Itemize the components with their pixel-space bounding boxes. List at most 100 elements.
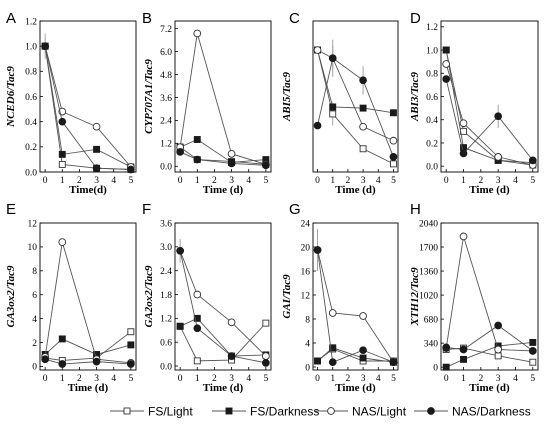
series-line <box>44 46 131 170</box>
x-tick-label: 2 <box>212 176 217 186</box>
legend-label: NAS/Darkness <box>452 405 531 419</box>
plot-frame <box>440 222 539 371</box>
data-point <box>193 155 202 164</box>
data-point <box>193 290 202 299</box>
data-point <box>127 328 135 336</box>
series-nas-darkness <box>313 39 398 161</box>
x-tick-label: 0 <box>315 374 320 384</box>
x-tick-label: 5 <box>391 176 396 186</box>
series-line <box>317 49 394 114</box>
data-point <box>359 76 367 85</box>
y-tick-label: 20 <box>301 243 311 253</box>
y-tick-label: 1.2 <box>426 23 438 33</box>
data-point <box>529 358 537 366</box>
legend-label: NAS/Light <box>352 405 407 419</box>
data-point <box>459 149 468 158</box>
data-point <box>359 346 367 355</box>
x-tick-label: 2 <box>77 176 82 186</box>
data-point <box>193 314 201 322</box>
plot-frame <box>312 222 399 371</box>
data-point <box>58 360 67 368</box>
x-axis-label: Time(d) <box>69 184 107 196</box>
panel-f: F 0.0 0.6 1.2 1.8 2.4 3.0 3.6 0 1 2 3 4 5 Time (d) GA2o… <box>142 201 272 394</box>
y-axis-label: GAI/Tac9 <box>281 274 293 319</box>
x-tick-label: 0 <box>43 176 48 186</box>
data-point <box>389 358 398 367</box>
data-point <box>494 321 503 330</box>
y-tick-label: 0.0 <box>160 362 172 372</box>
y-axis-label: ABI5/Tac9 <box>281 71 293 122</box>
y-tick-label: 1360 <box>419 267 438 277</box>
series-nas-light <box>313 46 398 145</box>
series-line <box>179 322 267 362</box>
plot-frame <box>39 20 137 173</box>
x-tick-label: 5 <box>128 176 133 186</box>
data-point <box>328 358 337 367</box>
x-tick-label: 0 <box>315 176 320 186</box>
x-tick-label: 5 <box>263 374 268 384</box>
y-tick-label: 0.4 <box>25 118 37 128</box>
series-line <box>179 317 266 357</box>
y-tick-label: 16 <box>301 267 311 277</box>
series-fs-darkness <box>41 335 135 358</box>
x-axis-label: Time (d) <box>203 184 244 196</box>
series-line <box>445 49 533 164</box>
series-fs-darkness <box>176 314 270 360</box>
y-tick-label: 0 <box>305 363 310 373</box>
series-line <box>445 78 534 161</box>
data-point <box>494 345 503 354</box>
data-point <box>460 355 467 363</box>
x-tick-label: 1 <box>461 176 466 186</box>
series-fs-light <box>442 46 537 169</box>
y-tick-label: 0.6 <box>25 93 37 103</box>
panel-c: C 0 1 2 3 4 5 Time (d) ABI5/Tac9 <box>281 10 399 196</box>
data-point <box>227 149 236 158</box>
series-fs-light <box>314 46 397 168</box>
panel-letter: G <box>289 201 301 218</box>
x-tick-label: 1 <box>195 176 200 186</box>
series-nas-darkness <box>41 355 135 368</box>
x-tick-label: 5 <box>530 374 535 384</box>
y-tick-label: 6.0 <box>160 48 172 58</box>
y-tick-label: 0.4 <box>426 116 438 126</box>
y-tick-label: 0.2 <box>25 143 37 153</box>
data-point <box>494 352 502 360</box>
x-tick-label: 2 <box>212 374 217 384</box>
series-nas-darkness <box>442 75 537 165</box>
legend-item-nas-light: NAS/Light <box>314 405 407 419</box>
series-nas-darkness <box>176 148 270 170</box>
x-tick-label: 4 <box>513 176 518 186</box>
series-fs-light <box>176 143 270 168</box>
y-tick-label: 0.6 <box>426 93 438 103</box>
x-tick-label: 1 <box>195 374 200 384</box>
data-point <box>389 109 397 117</box>
y-tick-label: 6 <box>32 291 37 301</box>
data-point <box>389 160 397 168</box>
data-point <box>313 46 322 54</box>
x-tick-label: 3 <box>94 374 99 384</box>
y-tick-label: 8 <box>305 315 310 325</box>
data-point <box>93 145 101 153</box>
x-tick-label: 4 <box>111 176 116 186</box>
y-tick-label: 2.4 <box>160 267 172 277</box>
y-tick-label: 12 <box>301 291 311 301</box>
series-line <box>44 241 131 364</box>
x-tick-label: 2 <box>478 374 483 384</box>
x-tick-label: 5 <box>391 374 396 384</box>
data-point <box>528 347 537 355</box>
series-nas-darkness <box>41 42 135 174</box>
series-line <box>44 338 131 355</box>
series-line <box>179 138 266 163</box>
data-point <box>529 338 537 346</box>
data-point <box>127 165 135 174</box>
panel-letter: C <box>289 10 300 27</box>
legend-marker <box>327 407 335 415</box>
series-line <box>45 331 132 361</box>
x-tick-label: 5 <box>128 374 133 384</box>
plot-frame <box>174 222 272 371</box>
x-tick-label: 1 <box>330 374 335 384</box>
data-point <box>459 232 468 241</box>
series-nas-light <box>313 246 398 367</box>
